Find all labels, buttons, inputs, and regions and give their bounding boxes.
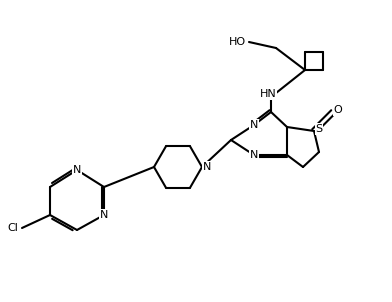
Text: N: N <box>100 210 108 220</box>
Text: N: N <box>250 150 258 160</box>
Text: Cl: Cl <box>7 223 18 233</box>
Text: N: N <box>73 165 81 175</box>
Text: N: N <box>250 120 258 130</box>
Text: O: O <box>334 105 342 115</box>
Text: HN: HN <box>260 89 276 99</box>
Text: HO: HO <box>229 37 246 47</box>
Text: S: S <box>316 124 323 134</box>
Text: N: N <box>203 162 211 172</box>
